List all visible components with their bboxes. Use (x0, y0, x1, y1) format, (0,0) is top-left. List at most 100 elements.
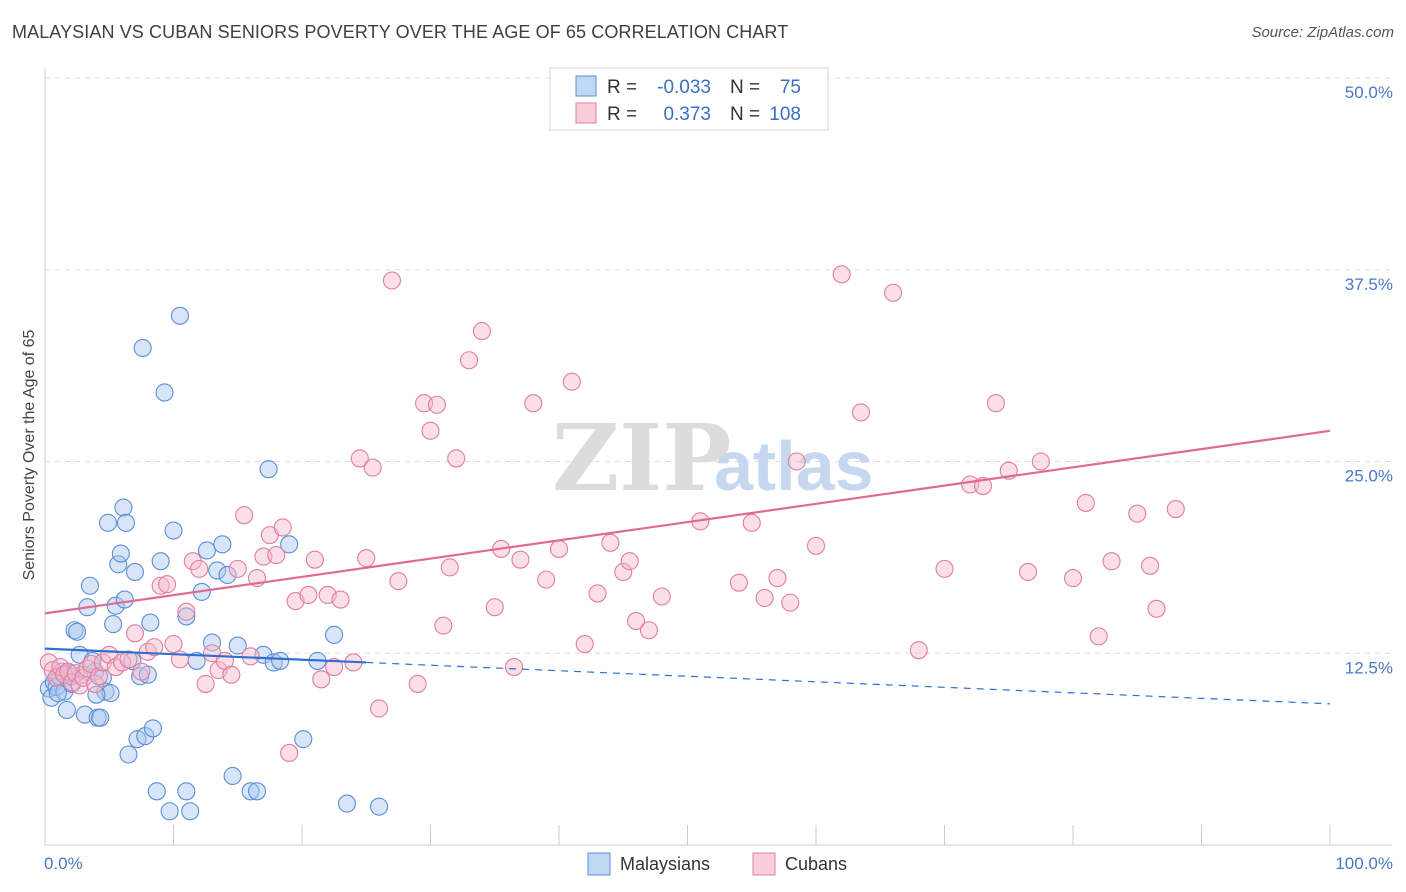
malaysian-point-54 (208, 561, 227, 580)
tick-labels: 12.5% 25.0% 37.5% 50.0% 0.0% 100.0% (44, 83, 1393, 873)
cuban-point-78 (614, 562, 633, 581)
cuban-point-76 (588, 584, 607, 603)
watermark: ZIP atlas (552, 404, 874, 512)
cuban-point-54 (363, 458, 382, 477)
cuban-point-58 (408, 674, 427, 693)
malaysian-point-16 (80, 576, 100, 595)
malaysian-point-65 (280, 535, 299, 554)
cuban-point-57 (389, 572, 408, 591)
malaysian-point-42 (151, 552, 170, 571)
cuban-point-91 (832, 265, 851, 284)
cuban-point-45 (299, 585, 318, 605)
cuban-point-85 (742, 513, 761, 532)
malaysian-point-25 (104, 615, 123, 634)
cuban-point-81 (639, 621, 659, 640)
malaysian-point-58 (228, 636, 247, 655)
malaysian-point-46 (170, 306, 189, 325)
series-legend: Malaysians Cubans (587, 852, 847, 876)
malaysian-point-43 (155, 383, 174, 402)
legend-swatch-malaysians (575, 75, 597, 97)
y-tick-label-2: 37.5% (1345, 275, 1393, 294)
malaysian-point-62 (259, 460, 278, 479)
cuban-point-94 (909, 641, 928, 660)
cuban-point-20 (132, 662, 151, 681)
cuban-point-106 (1128, 504, 1147, 523)
cuban-point-79 (620, 552, 639, 571)
cuban-point-93 (884, 283, 903, 302)
cuban-point-77 (601, 533, 620, 552)
cuban-point-95 (935, 559, 954, 578)
malaysian-point-36 (133, 338, 152, 358)
cuban-point-34 (222, 665, 241, 684)
cuban-point-84 (729, 573, 748, 592)
series-legend-label-malaysians: Malaysians (620, 854, 710, 874)
grid (45, 77, 1392, 654)
legend-n-label-1: N = (730, 104, 760, 125)
cuban-point-107 (1141, 556, 1160, 575)
malaysian-point-26 (106, 596, 125, 615)
cuban-point-46 (305, 550, 324, 569)
cuban-point-69 (504, 658, 524, 677)
cuban-point-66 (472, 322, 491, 341)
trend-lines (44, 429, 1331, 705)
malaysian-point-57 (223, 766, 242, 786)
cuban-point-55 (370, 699, 389, 718)
data-points (39, 265, 1185, 821)
cuban-point-105 (1102, 552, 1121, 571)
series-legend-swatch-malaysians (587, 852, 611, 876)
cuban-point-74 (562, 372, 581, 391)
malaysian-point-11 (68, 622, 87, 641)
correlation-legend: R = -0.033 N = 75 R = 0.373 N = 108 (549, 67, 829, 131)
cuban-point-92 (851, 403, 871, 422)
cuban-point-52 (350, 449, 369, 468)
cuban-point-75 (575, 634, 594, 654)
malaysian-point-48 (181, 802, 200, 821)
cuban-point-18 (119, 650, 138, 669)
malaysian-point-70 (370, 797, 389, 816)
cuban-point-104 (1089, 627, 1108, 646)
cuban-point-61 (427, 395, 446, 414)
legend-swatch-cubans (575, 102, 597, 124)
y-tick-label-0: 12.5% (1345, 658, 1393, 677)
legend-r-label-1: R = (607, 104, 637, 125)
cuban-point-89 (787, 452, 806, 471)
malaysian-point-60 (247, 782, 267, 801)
malaysian-point-27 (109, 555, 128, 574)
cuban-point-67 (485, 598, 504, 617)
cuban-point-23 (151, 576, 170, 595)
malaysian-point-52 (197, 541, 216, 560)
malaysian-point-69 (337, 794, 357, 813)
cuban-point-49 (325, 658, 344, 677)
cuban-point-36 (235, 506, 254, 525)
cuban-point-19 (125, 624, 144, 643)
malaysian-trend-line (44, 647, 367, 664)
cuban-point-50 (331, 590, 350, 609)
cuban-point-42 (273, 518, 292, 537)
cuban-point-35 (228, 559, 247, 578)
cuban-point-88 (781, 593, 800, 612)
axes (44, 68, 1392, 846)
malaysian-point-39 (141, 613, 160, 632)
x-tick-label-1: 100.0% (1335, 854, 1393, 873)
cuban-point-56 (382, 271, 402, 290)
cuban-point-29 (190, 559, 209, 578)
malaysian-point-33 (125, 562, 144, 581)
cuban-point-82 (652, 587, 671, 606)
cuban-point-101 (1031, 452, 1050, 471)
cuban-point-27 (177, 602, 196, 621)
cuban-point-98 (986, 394, 1005, 413)
cuban-point-47 (312, 670, 331, 689)
cuban-point-22 (145, 638, 164, 657)
malaysian-point-74 (48, 684, 67, 703)
malaysian-point-37 (136, 727, 155, 746)
malaysian-point-31 (119, 745, 138, 764)
cuban-point-13 (89, 667, 109, 686)
malaysian-point-40 (143, 719, 162, 738)
malaysian-trend-line-extension (366, 661, 1331, 705)
cuban-point-60 (421, 421, 440, 440)
legend-r-label-0: R = (607, 77, 637, 98)
y-axis-label: Seniors Poverty Over the Age of 65 (21, 330, 38, 581)
malaysian-point-68 (325, 625, 344, 644)
malaysian-point-64 (271, 651, 290, 670)
malaysian-point-24 (101, 684, 120, 703)
